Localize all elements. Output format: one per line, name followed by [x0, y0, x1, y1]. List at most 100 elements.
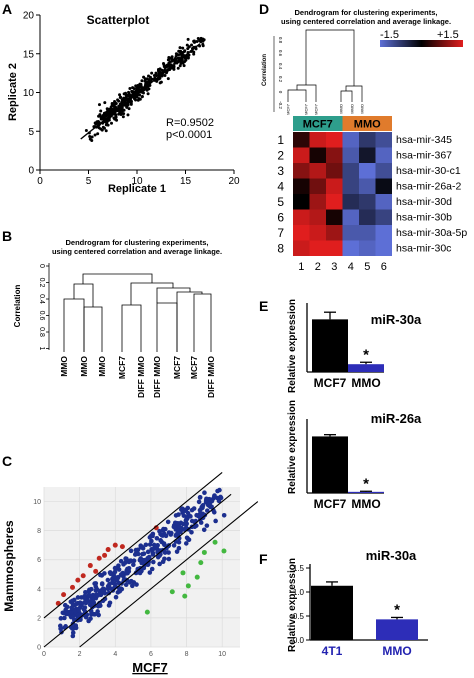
y-tick-label: 8	[37, 528, 41, 535]
data-point-unchanged	[143, 542, 149, 548]
data-point	[113, 104, 117, 108]
data-point-unchanged	[105, 586, 111, 592]
x-tick-label: 0	[37, 176, 43, 187]
data-point	[88, 134, 92, 138]
data-point	[136, 86, 140, 90]
group-bar	[293, 116, 343, 131]
data-point	[90, 135, 94, 139]
data-point-unchanged	[183, 525, 189, 531]
category-label: MMO	[351, 376, 380, 390]
data-point	[147, 78, 151, 82]
data-point-unchanged	[93, 588, 99, 593]
data-point	[127, 107, 131, 111]
row-label: hsa-mir-30a-5p	[396, 227, 467, 239]
y-tick-label: 5	[28, 127, 34, 138]
data-point-unchanged	[135, 551, 141, 557]
heatmap-cell	[326, 194, 343, 210]
panel-a-scatterplot: A Scatterplot 0 5 10 15 20 0 5 10 15 20 Replicate…	[2, 1, 240, 195]
heatmap-cell	[293, 225, 310, 241]
data-point-up	[80, 573, 86, 579]
data-point	[100, 117, 104, 121]
row-label: hsa-mir-30b	[396, 212, 452, 224]
leaf-label: MMO	[339, 104, 344, 114]
x-tick-label: 10	[218, 651, 226, 658]
panel-e-bar-charts: E miR-30a Relative expression MCF7 * MMO m…	[259, 298, 422, 511]
data-point-down	[144, 609, 150, 615]
y-tick-label: 0.4	[38, 294, 45, 304]
data-point-up	[87, 563, 93, 569]
panel-f-bar-chart: F miR-30a Relative expression 0.0 0.5 1.0 1…	[259, 548, 428, 658]
chart-title: miR-30a	[371, 312, 422, 327]
x-tick-label: 0	[42, 651, 46, 658]
data-point-unchanged	[62, 615, 67, 621]
y-tick-label: -0.2	[278, 101, 283, 109]
data-point	[186, 37, 190, 41]
x-tick-label: 8	[185, 651, 189, 658]
data-point	[113, 101, 117, 105]
data-point	[121, 115, 125, 119]
data-point	[109, 121, 113, 125]
data-point	[132, 92, 136, 96]
data-point-unchanged	[114, 577, 119, 583]
heatmap-cell	[359, 147, 376, 163]
color-scale-bar	[380, 40, 463, 47]
data-point-unchanged	[88, 616, 93, 621]
data-point-unchanged	[209, 498, 215, 504]
y-tick-label: 1	[38, 347, 45, 351]
heatmap-cell	[342, 240, 359, 256]
y-axis-label: Relative expression	[287, 400, 298, 494]
data-point-unchanged	[95, 593, 101, 598]
y-tick-label: 1.5	[293, 564, 305, 573]
data-point	[128, 95, 132, 99]
data-point	[154, 74, 158, 78]
data-point	[84, 128, 88, 132]
x-tick-label: 10	[131, 176, 143, 187]
heatmap-cell	[359, 225, 376, 241]
data-point-unchanged	[146, 555, 152, 561]
row-labels: hsa-mir-345 hsa-mir-367 hsa-mir-30-c1 hsa-m…	[396, 134, 467, 255]
panel-b-dendrogram: B Dendrogram for clustering experiments,…	[2, 228, 222, 398]
data-point-unchanged	[76, 607, 81, 613]
leaf-label: MMO	[360, 104, 365, 114]
data-point-unchanged	[203, 497, 209, 503]
y-tick-label: 2	[37, 615, 41, 622]
data-point-down	[194, 574, 200, 580]
heatmap-cell	[359, 194, 376, 210]
y-axis-label: Mammospheres	[2, 520, 16, 612]
data-point-unchanged	[108, 570, 113, 575]
data-point-up	[61, 592, 67, 598]
data-point-down	[212, 539, 218, 545]
data-point-unchanged	[150, 533, 155, 539]
data-point-unchanged	[58, 616, 64, 621]
data-point-unchanged	[95, 609, 100, 614]
fold-line	[43, 493, 232, 648]
data-point	[186, 47, 190, 51]
data-point	[138, 85, 142, 89]
data-point-unchanged	[197, 494, 203, 500]
bar	[312, 319, 348, 372]
row-label: hsa-mir-367	[396, 150, 452, 162]
y-tick-label: 0	[38, 264, 45, 268]
heatmap-cell	[342, 132, 359, 148]
column-label: 6	[381, 261, 387, 273]
data-point	[134, 98, 138, 102]
scatter-points	[55, 487, 227, 639]
axis-ticks: 0 5 10 15 20 0 5 10 15 20	[23, 11, 240, 188]
significance-marker: *	[363, 475, 369, 492]
heatmap-cell	[309, 240, 326, 256]
data-point	[176, 56, 180, 60]
data-point-unchanged	[105, 577, 111, 583]
data-point-unchanged	[194, 523, 199, 528]
data-point	[154, 71, 158, 75]
leaf-label: MMO	[79, 356, 89, 377]
data-point-unchanged	[194, 512, 199, 518]
data-point-unchanged	[215, 495, 220, 501]
panel-label-b: B	[2, 228, 12, 244]
data-point-unchanged	[57, 623, 63, 629]
data-point-unchanged	[138, 556, 143, 562]
x-axis-label: MCF7	[132, 660, 167, 675]
data-point	[102, 126, 106, 130]
chart-title: Scatterplot	[87, 13, 150, 27]
